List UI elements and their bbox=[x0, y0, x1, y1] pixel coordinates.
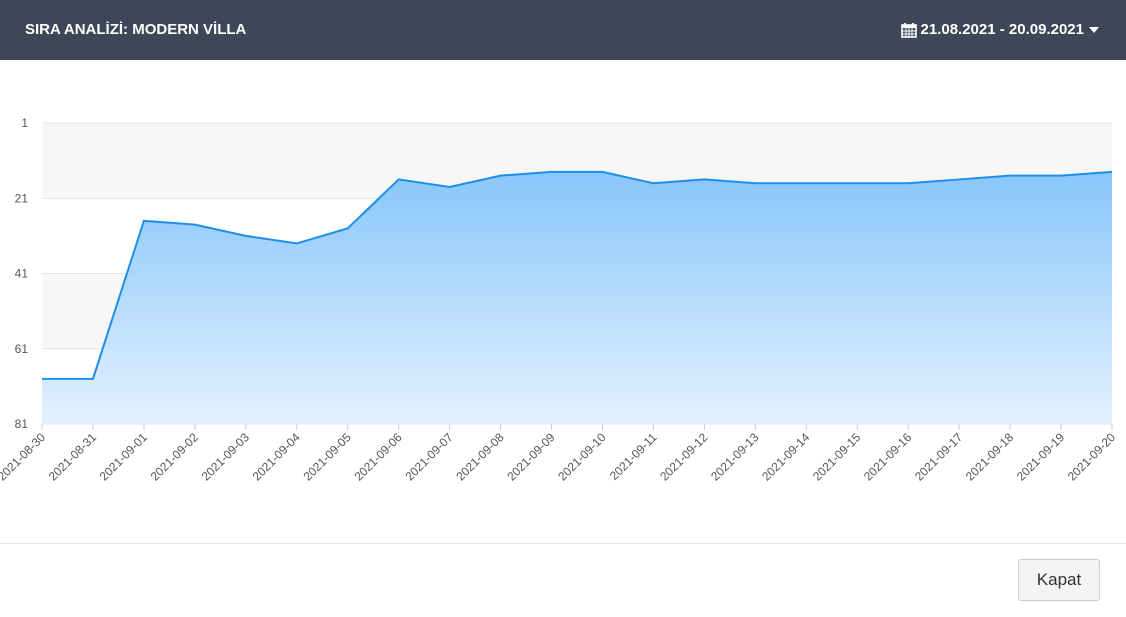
x-tick-label: 2021-09-06 bbox=[351, 430, 405, 484]
y-tick-label: 21 bbox=[15, 191, 29, 205]
x-tick-label: 2021-09-11 bbox=[607, 430, 660, 483]
y-tick-label: 81 bbox=[15, 417, 29, 431]
x-tick-label: 2021-09-03 bbox=[199, 430, 253, 484]
x-tick-label: 2021-09-08 bbox=[453, 430, 507, 484]
x-tick-label: 2021-09-04 bbox=[250, 430, 304, 484]
close-button[interactable]: Kapat bbox=[1018, 559, 1100, 601]
x-tick-label: 2021-09-15 bbox=[810, 430, 864, 484]
y-tick-label: 41 bbox=[15, 267, 29, 281]
y-tick-label: 1 bbox=[21, 116, 28, 130]
chart: 1214161812021-08-302021-08-312021-09-012… bbox=[0, 116, 1119, 484]
modal-header: SIRA ANALİZİ: MODERN VİLLA 21.08.2021 - … bbox=[0, 0, 1126, 60]
x-tick-label: 2021-09-13 bbox=[708, 430, 762, 484]
line bbox=[42, 170, 1113, 380]
x-tick-label: 2021-09-10 bbox=[555, 430, 609, 484]
x-tick-label: 2021-08-31 bbox=[46, 430, 100, 484]
separator bbox=[0, 543, 1126, 544]
x-tick-label: 2021-09-14 bbox=[759, 430, 813, 484]
x-tick-label: 2021-09-07 bbox=[402, 430, 456, 484]
calendar-icon bbox=[900, 22, 917, 38]
x-tick-label: 2021-09-19 bbox=[1014, 430, 1068, 484]
x-tick-label: 2021-09-02 bbox=[148, 430, 202, 484]
x-tick-label: 2021-09-18 bbox=[963, 430, 1017, 484]
x-tick-label: 2021-09-17 bbox=[912, 430, 966, 484]
x-tick-label: 2021-09-01 bbox=[97, 430, 151, 484]
area bbox=[42, 171, 1112, 424]
x-tick-label: 2021-09-12 bbox=[657, 430, 711, 484]
x-tick-label: 2021-09-09 bbox=[504, 430, 558, 484]
y-tick-label: 61 bbox=[15, 342, 29, 356]
x-tick-label: 2021-09-20 bbox=[1065, 430, 1119, 484]
date-range: 21.08.2021 - 20.09.2021 bbox=[920, 21, 1084, 38]
x-tick-label: 2021-08-30 bbox=[0, 430, 48, 484]
date-range-picker[interactable]: 21.08.2021 - 20.09.2021 bbox=[900, 21, 1100, 38]
x-tick-label: 2021-09-05 bbox=[301, 430, 355, 484]
x-tick-label: 2021-09-16 bbox=[861, 430, 915, 484]
caret-icon bbox=[1089, 26, 1099, 33]
modal-title: SIRA ANALİZİ: MODERN VİLLA bbox=[25, 21, 247, 38]
